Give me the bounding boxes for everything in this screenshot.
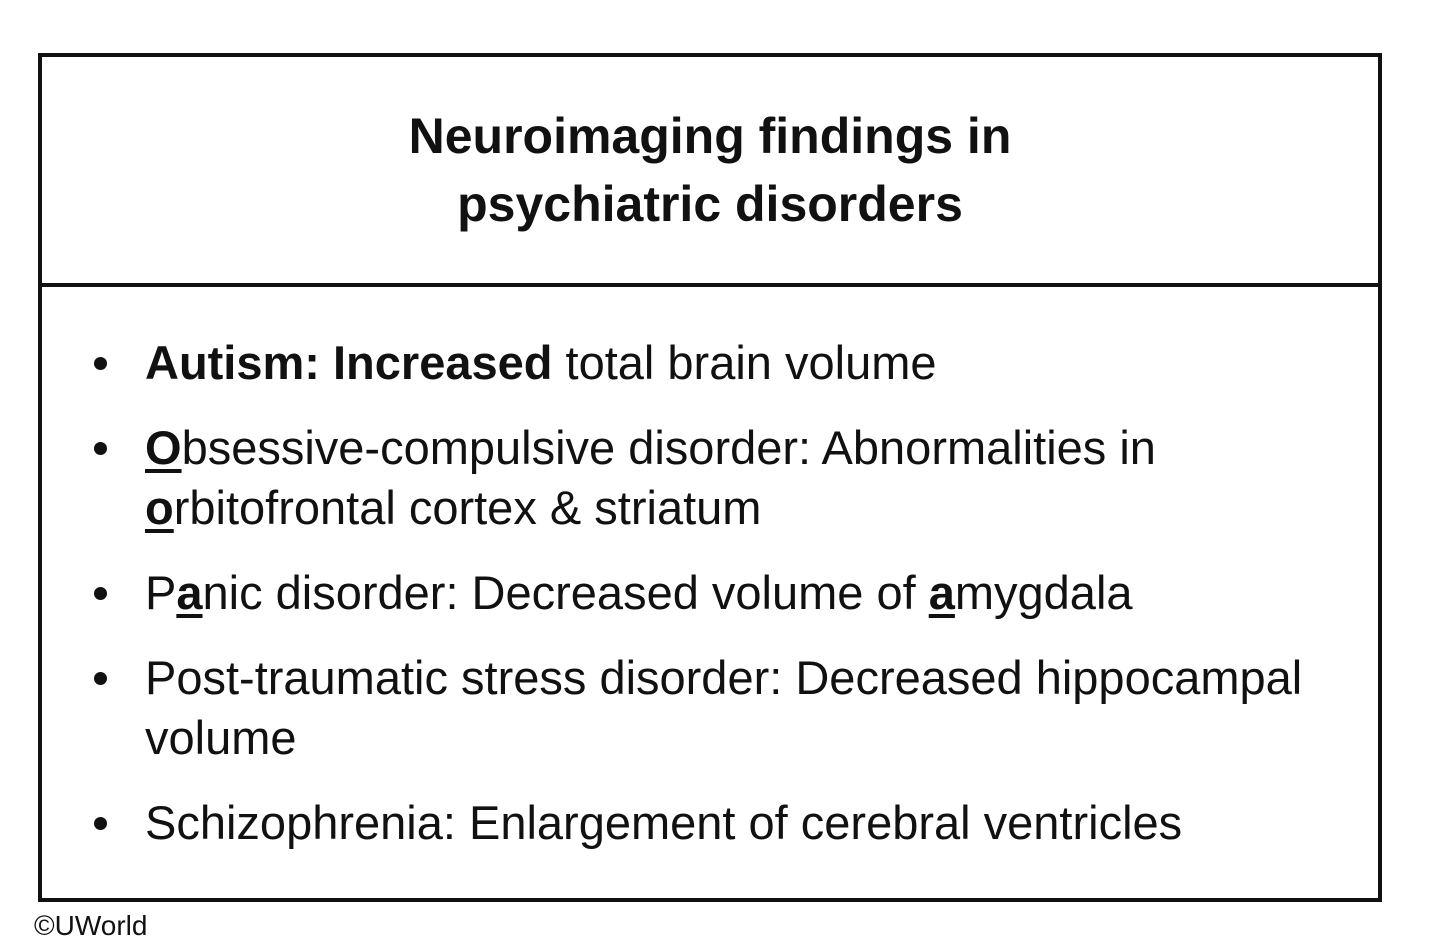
- text-run: o: [145, 481, 174, 534]
- list-item: Panic disorder: Decreased volume of amyg…: [42, 563, 1345, 623]
- text-run: nic disorder: Decreased volume of: [202, 566, 929, 619]
- info-box: Neuroimaging findings in psychiatric dis…: [38, 53, 1382, 902]
- text-run: bsessive-compulsive disorder: Abnormalit…: [181, 421, 1156, 474]
- text-run: a: [176, 566, 203, 619]
- text-run: mygdala: [954, 566, 1133, 619]
- findings-list: Autism: Increased total brain volume Obse…: [42, 287, 1378, 853]
- text-run: a: [928, 566, 955, 619]
- list-item: Post-traumatic stress disorder: Decrease…: [42, 648, 1345, 768]
- list-item: Obsessive-compulsive disorder: Abnormali…: [42, 418, 1345, 538]
- copyright: ©UWorld: [34, 910, 148, 941]
- text-run: rbitofrontal cortex & striatum: [173, 481, 762, 534]
- text-run: Autism: Increased: [145, 336, 553, 389]
- title-line: Neuroimaging findings in: [408, 108, 1012, 164]
- list-item: Schizophrenia: Enlargement of cerebral v…: [42, 793, 1345, 853]
- text-run: total brain volume: [552, 336, 937, 389]
- header: Neuroimaging findings in psychiatric dis…: [42, 57, 1378, 287]
- text-run: O: [145, 421, 182, 474]
- title-line: psychiatric disorders: [457, 176, 963, 232]
- list-item: Autism: Increased total brain volume: [42, 333, 1345, 393]
- text-run: P: [145, 566, 177, 619]
- text-run: Post-traumatic stress disorder: Decrease…: [145, 651, 1303, 764]
- text-run: Schizophrenia: Enlargement of cerebral v…: [145, 796, 1183, 849]
